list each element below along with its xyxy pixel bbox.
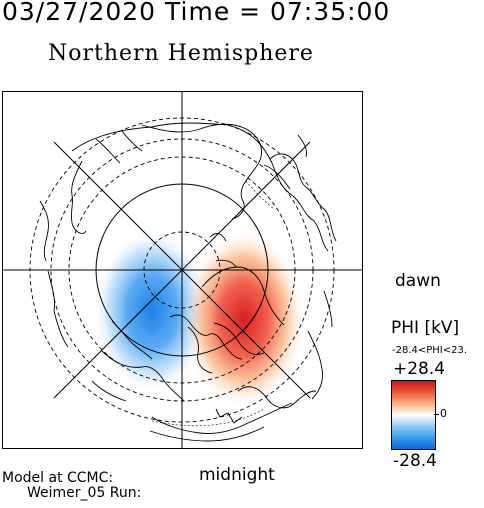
legend-min-label: -28.4 (393, 451, 437, 471)
borders (151, 180, 275, 427)
datetime-title: 03/27/2020 Time = 07:35:00 (2, 0, 391, 26)
legend-colorbar (391, 380, 436, 450)
legend-zero-tick (434, 414, 439, 415)
legend-range-text: -28.4<PHI<23. (392, 345, 468, 356)
midnight-label: midnight (199, 465, 275, 485)
meridian-lines (2, 91, 363, 449)
legend-title: PHI [kV] (391, 318, 460, 338)
coastlines (39, 122, 337, 442)
polar-potential-map (2, 91, 363, 449)
credit-line-2: Weimer_05 Run: (27, 485, 142, 501)
credit-line-1: Model at CCMC: (2, 470, 114, 486)
potential-cells (94, 229, 306, 409)
positive-potential-cell (182, 229, 306, 409)
legend-max-label: +28.4 (393, 359, 446, 379)
hemisphere-title: Northern Hemisphere (48, 41, 314, 66)
legend-zero-label: 0 (440, 407, 447, 420)
dawn-label: dawn (395, 271, 441, 291)
